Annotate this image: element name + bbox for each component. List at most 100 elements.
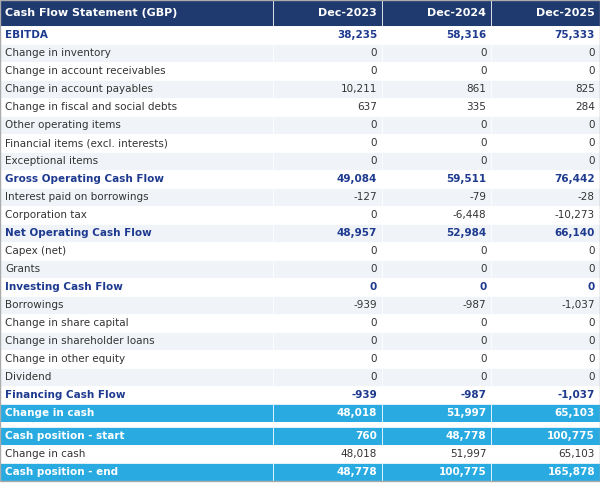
Bar (273, 368, 382, 386)
Text: Change in cash: Change in cash (5, 408, 94, 418)
Bar (273, 26, 382, 44)
Text: 48,778: 48,778 (337, 467, 377, 477)
Text: 65,103: 65,103 (555, 408, 595, 418)
Bar (491, 350, 600, 368)
Bar (273, 116, 382, 134)
Bar (382, 350, 491, 368)
Text: 0: 0 (480, 354, 487, 364)
Text: 48,957: 48,957 (337, 228, 377, 238)
Bar (273, 44, 382, 62)
Text: 0: 0 (479, 282, 487, 292)
Bar (491, 404, 600, 422)
Text: -127: -127 (353, 192, 377, 202)
Bar (382, 116, 491, 134)
Text: 0: 0 (480, 318, 487, 328)
Bar (382, 314, 491, 332)
Text: Dec-2024: Dec-2024 (427, 8, 487, 18)
Text: 0: 0 (480, 246, 487, 256)
Bar (273, 80, 382, 98)
Text: Change in share capital: Change in share capital (5, 318, 128, 328)
Bar (273, 427, 382, 445)
Bar (382, 242, 491, 260)
Text: 0: 0 (480, 372, 487, 382)
Bar (0, 206, 273, 224)
Text: 52,984: 52,984 (446, 228, 487, 238)
Text: Interest paid on borrowings: Interest paid on borrowings (5, 192, 149, 202)
Text: 0: 0 (371, 354, 377, 364)
Text: Dec-2023: Dec-2023 (319, 8, 377, 18)
Bar (491, 62, 600, 80)
Text: 38,235: 38,235 (337, 30, 377, 40)
Text: 0: 0 (589, 246, 595, 256)
Bar (491, 296, 600, 314)
Bar (491, 116, 600, 134)
Text: 0: 0 (480, 120, 487, 130)
Bar (382, 260, 491, 278)
Text: 100,775: 100,775 (439, 467, 487, 477)
Bar (0, 224, 273, 242)
Text: 0: 0 (589, 66, 595, 76)
Bar (491, 224, 600, 242)
Bar (0, 116, 273, 134)
Bar (273, 314, 382, 332)
Bar (0, 80, 273, 98)
Bar (491, 260, 600, 278)
Text: 0: 0 (480, 48, 487, 58)
Text: Grants: Grants (5, 264, 40, 274)
Bar (0, 170, 273, 188)
Bar (273, 350, 382, 368)
Text: 48,778: 48,778 (446, 431, 487, 441)
Bar (0, 368, 273, 386)
Bar (0, 98, 273, 116)
Text: Exceptional items: Exceptional items (5, 156, 98, 166)
Text: 0: 0 (371, 372, 377, 382)
Text: 335: 335 (467, 102, 487, 112)
Bar (0, 278, 273, 296)
Text: Dividend: Dividend (5, 372, 52, 382)
Text: Other operating items: Other operating items (5, 120, 121, 130)
Bar (0, 62, 273, 80)
Bar (0, 386, 273, 404)
Text: 0: 0 (480, 336, 487, 346)
Text: 0: 0 (371, 264, 377, 274)
Bar (273, 134, 382, 152)
Bar (491, 427, 600, 445)
Text: Change in account payables: Change in account payables (5, 84, 153, 94)
Bar (382, 422, 491, 427)
Text: 637: 637 (358, 102, 377, 112)
Bar (273, 296, 382, 314)
Bar (382, 62, 491, 80)
Bar (491, 445, 600, 463)
Bar (273, 386, 382, 404)
Text: Cash position - end: Cash position - end (5, 467, 118, 477)
Bar (491, 170, 600, 188)
Bar (382, 170, 491, 188)
Text: 0: 0 (371, 336, 377, 346)
Text: EBITDA: EBITDA (5, 30, 48, 40)
Text: 48,018: 48,018 (341, 449, 377, 459)
Bar (382, 296, 491, 314)
Text: -987: -987 (463, 300, 487, 310)
Bar (382, 44, 491, 62)
Bar (273, 224, 382, 242)
Bar (491, 80, 600, 98)
Text: Change in fiscal and social debts: Change in fiscal and social debts (5, 102, 177, 112)
Text: 0: 0 (589, 156, 595, 166)
Text: -10,273: -10,273 (555, 210, 595, 220)
Text: 0: 0 (589, 264, 595, 274)
Text: Cash position - start: Cash position - start (5, 431, 125, 441)
Bar (382, 80, 491, 98)
Text: 51,997: 51,997 (446, 408, 487, 418)
Bar (382, 224, 491, 242)
Bar (273, 260, 382, 278)
Text: 76,442: 76,442 (554, 174, 595, 184)
Text: -1,037: -1,037 (562, 300, 595, 310)
Bar (382, 188, 491, 206)
Bar (273, 242, 382, 260)
Bar (0, 350, 273, 368)
Text: 0: 0 (371, 66, 377, 76)
Bar (273, 0, 382, 26)
Bar (382, 0, 491, 26)
Bar (0, 422, 273, 427)
Text: Change in other equity: Change in other equity (5, 354, 125, 364)
